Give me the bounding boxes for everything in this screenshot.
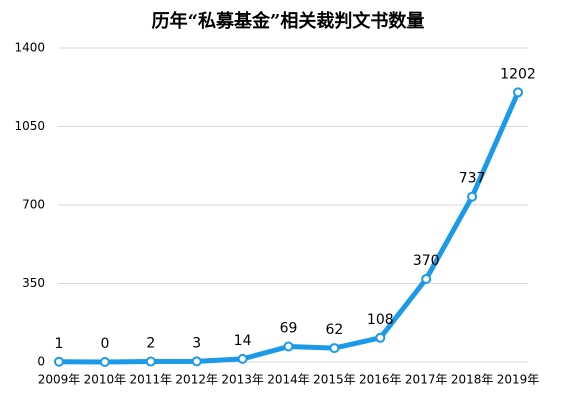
marker — [54, 356, 64, 367]
value-label: 737 — [459, 171, 486, 187]
value-label: 1 — [55, 336, 64, 352]
x-tick-label: 2014年 — [267, 373, 310, 387]
x-tick-label: 2010年 — [84, 373, 127, 387]
x-tick-label: 2018年 — [451, 373, 494, 387]
marker — [283, 341, 294, 352]
value-label: 2 — [146, 336, 155, 352]
value-label: 108 — [367, 312, 394, 328]
x-tick-label: 2017年 — [405, 373, 448, 387]
value-label: 14 — [234, 333, 252, 349]
chart-title: 历年“私募基金”相关裁判文书数量 — [152, 10, 425, 32]
x-tick-label: 2012年 — [175, 373, 218, 387]
marker — [421, 274, 432, 285]
x-tick-label: 2009年 — [38, 373, 81, 387]
value-label: 62 — [325, 322, 343, 338]
y-tick-label: 700 — [22, 198, 45, 212]
marker — [467, 191, 478, 202]
marker — [375, 332, 386, 343]
x-tick-label: 2013年 — [221, 373, 264, 387]
marker — [99, 357, 110, 367]
value-label: 370 — [413, 253, 440, 269]
y-tick-label: 1400 — [14, 41, 45, 55]
y-tick-label: 0 — [37, 355, 45, 369]
marker — [191, 356, 202, 367]
x-tick-label: 2011年 — [130, 373, 173, 387]
y-tick-label: 350 — [22, 276, 45, 290]
marker — [145, 356, 156, 367]
x-tick-label: 2015年 — [313, 373, 356, 387]
value-label: 0 — [100, 336, 109, 352]
marker — [237, 353, 248, 364]
value-label: 1202 — [500, 66, 536, 82]
marker — [513, 87, 523, 98]
value-label: 69 — [280, 321, 298, 337]
value-label: 3 — [192, 335, 201, 351]
y-tick-label: 1050 — [14, 119, 45, 133]
marker — [329, 343, 340, 354]
x-tick-label: 2016年 — [359, 373, 402, 387]
x-tick-label: 2019年 — [497, 373, 540, 387]
